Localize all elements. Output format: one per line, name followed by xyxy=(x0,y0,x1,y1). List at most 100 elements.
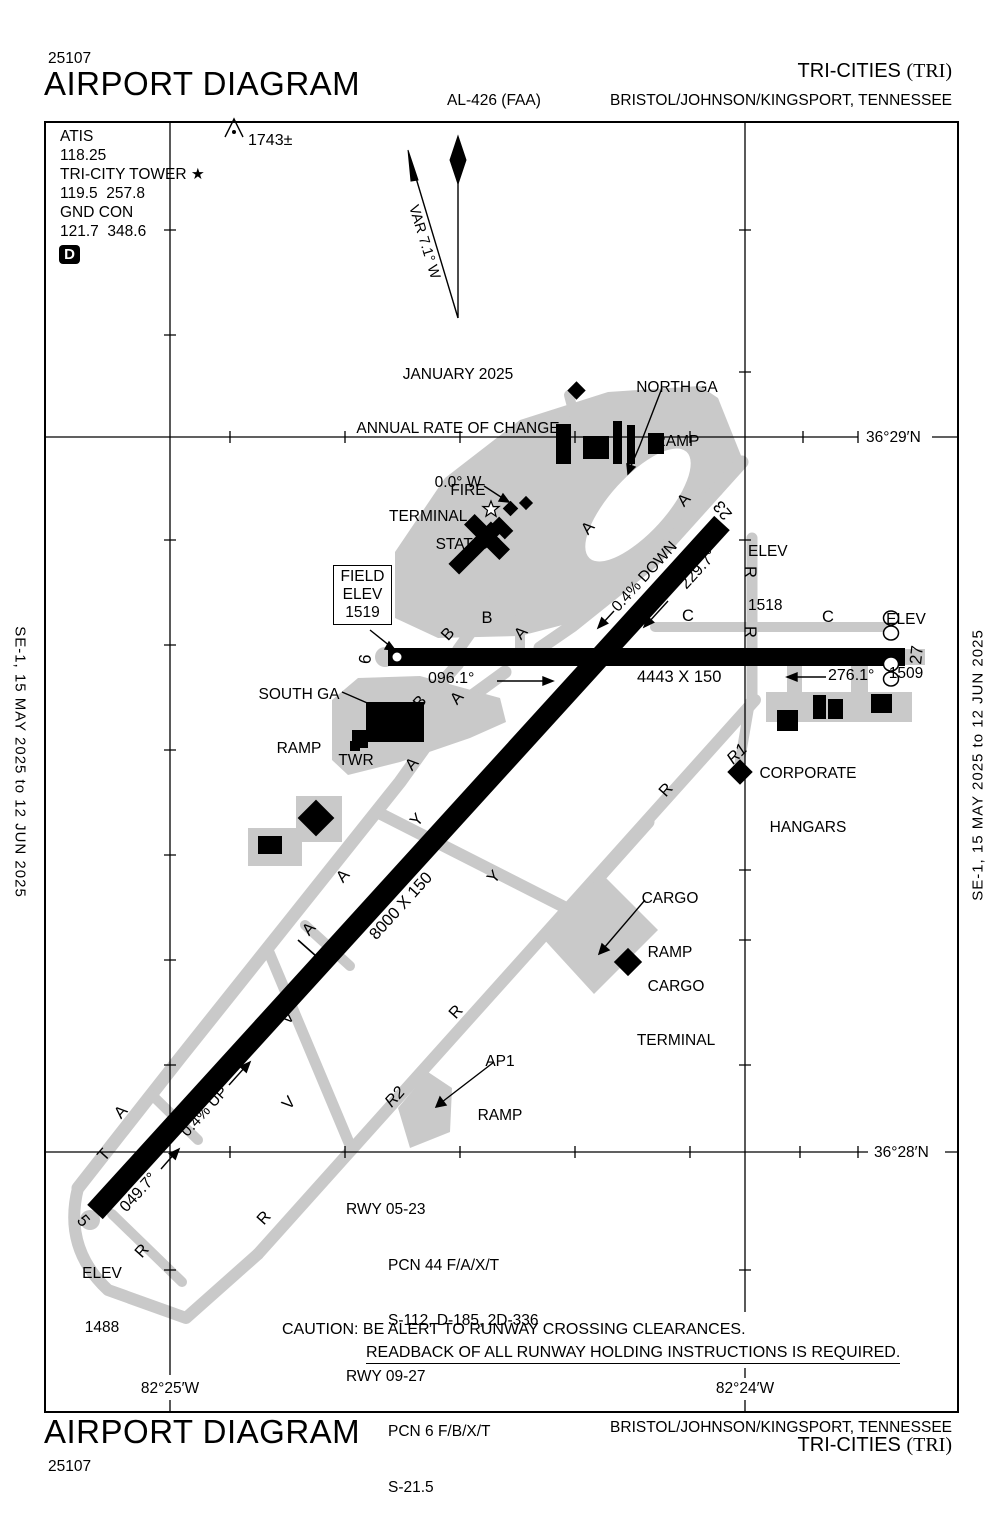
rwy5-cap xyxy=(80,1210,100,1230)
corporate-hangar xyxy=(777,710,798,731)
north-ga-building xyxy=(556,424,571,464)
ground-label: GND CON xyxy=(60,204,134,221)
cargo-terminal-line1: CARGO xyxy=(647,978,705,995)
fire-station-building xyxy=(518,495,534,511)
lat-south-ticks xyxy=(229,1146,859,1158)
north-building-diamond xyxy=(567,381,586,400)
terminal-label: TERMINAL xyxy=(389,508,468,525)
tower-building-label: TWR xyxy=(338,752,374,769)
taxiway-a-north xyxy=(533,455,749,655)
lat-north-ticks xyxy=(229,431,859,443)
taxiway-b-upper xyxy=(452,596,498,656)
graticule xyxy=(45,122,958,1412)
terminal-building-arm xyxy=(464,514,510,560)
terminal-building-pier xyxy=(490,516,514,540)
north-ga-ramp-line1: NORTH GA xyxy=(636,379,718,396)
corporate-hangars-label: CORPORATE HANGARS xyxy=(746,729,870,855)
heading-276-arrow-head xyxy=(785,671,798,683)
rwy23-elev-value: 1518 xyxy=(748,597,783,614)
lon-east-ticks xyxy=(739,229,751,1271)
south-ga-building xyxy=(366,702,424,742)
caution-line2: READBACK OF ALL RUNWAY HOLDING INSTRUCTI… xyxy=(366,1344,901,1364)
atis-label: ATIS xyxy=(60,128,94,145)
apron-infield xyxy=(585,448,691,562)
field-elev-arrow xyxy=(369,629,391,647)
slope-down-arrow-head xyxy=(596,616,609,630)
chart-number-bottom: 25107 xyxy=(48,1458,92,1475)
cargo-terminal-label: CARGO TERMINAL xyxy=(614,942,738,1068)
corporate-line2: HANGARS xyxy=(769,819,847,836)
latitude-label-north: 36°29′N xyxy=(866,429,921,446)
field-elev-value: 1519 xyxy=(345,604,380,621)
heading-096-arrow-head xyxy=(542,675,555,687)
true-north-arrow-head xyxy=(449,134,467,186)
fire-station-label: FIRE STATION xyxy=(408,446,528,572)
rwy0927-pcn: PCN 6 F/B/X/T xyxy=(388,1423,491,1440)
corporate-hangar xyxy=(813,695,826,719)
cargo-connector xyxy=(591,815,655,885)
chart-frame xyxy=(44,121,959,1413)
north-apron-stub xyxy=(564,390,583,435)
south-ga-arrow-head xyxy=(382,706,396,717)
corporate-line1: CORPORATE xyxy=(759,765,857,782)
north-ga-ramp-line2: RAMP xyxy=(654,433,700,450)
taxiway-label-r: R xyxy=(741,626,759,638)
ap1-apron xyxy=(398,1072,452,1148)
leader-arrows xyxy=(160,387,826,1170)
tower-building xyxy=(350,741,360,751)
airport-name-header: TRI-CITIES (TRI) xyxy=(797,60,952,82)
rwy5-elevation: ELEV 1488 xyxy=(70,1229,134,1355)
diagram-d-symbol: D xyxy=(59,245,80,264)
latitude-label-south: 36°28′N xyxy=(874,1144,929,1161)
cargo-apron xyxy=(540,872,658,994)
ground-frequencies: 121.7 348.6 xyxy=(60,223,147,240)
runway-number-9: 9 xyxy=(354,653,375,665)
rwy0927-strength: S-21.5 xyxy=(388,1478,434,1496)
airport-id: (TRI) xyxy=(906,60,952,82)
taxiway-label-r: R xyxy=(741,566,759,578)
cargo-ramp-label: CARGO RAMP xyxy=(618,854,722,980)
rwy9-displaced-threshold-dot xyxy=(392,652,402,662)
rwy0927-title: RWY 09-27 xyxy=(346,1367,426,1385)
field-elev-arrow-head xyxy=(383,640,397,651)
runway-data-block: RWY 05-23 PCN 44 F/A/X/T S-112, D-185, 2… xyxy=(346,1164,539,1516)
ap1-ramp-arrow-head xyxy=(434,1095,448,1108)
rwy27-elevation: ELEV 1509 xyxy=(877,575,935,701)
heading-229-arrow-head xyxy=(642,615,655,629)
ap1-ramp-label: AP1 RAMP xyxy=(448,1017,552,1143)
longitude-label-west: 82°25′W xyxy=(140,1380,200,1397)
variation-date-block: JANUARY 2025 ANNUAL RATE OF CHANGE 0.0° … xyxy=(312,330,604,510)
hold-ellipse xyxy=(882,625,900,641)
corporate-hangar xyxy=(828,699,843,719)
north-ga-building xyxy=(583,436,609,459)
north-ga-building xyxy=(648,433,664,454)
airport-city-footer: BRISTOL/JOHNSON/KINGSPORT, TENNESSEE xyxy=(610,1419,952,1436)
magnetic-north-arrow-barb xyxy=(407,149,419,182)
magnetic-north-arrow-shaft xyxy=(409,157,459,319)
taxiway-loop-sw xyxy=(68,1182,264,1324)
hold-line-mark xyxy=(297,939,317,957)
hold-ellipse xyxy=(882,656,900,672)
corporate-hangar xyxy=(871,694,892,713)
south-ga-arrow xyxy=(341,691,389,713)
elev-label: ELEV xyxy=(82,1265,122,1282)
taxiway-label-c: C xyxy=(682,607,694,625)
airport-name: TRI-CITIES xyxy=(797,60,901,82)
page-title: AIRPORT DIAGRAM xyxy=(44,65,361,102)
north-ga-arrow xyxy=(630,387,663,467)
obstacle-triangle xyxy=(224,117,244,138)
margin-text-right: SE-1, 15 MAY 2025 to 12 JUN 2025 xyxy=(969,629,987,901)
hold-ellipse xyxy=(882,671,900,687)
airport-name-footer: TRI-CITIES (TRI) xyxy=(798,1435,952,1455)
west-building-diamond xyxy=(297,799,335,837)
cargo-ramp-line1: CARGO xyxy=(641,890,699,907)
variation-month: JANUARY 2025 xyxy=(402,366,514,383)
ap1-ramp-arrow xyxy=(441,1061,495,1103)
rwy0927-dimensions: 4443 X 150 xyxy=(637,668,722,686)
south-ga-ramp-label: SOUTH GA RAMP xyxy=(238,650,360,776)
taxiway-label-c: C xyxy=(822,608,834,626)
rwy27-overrun xyxy=(905,649,925,665)
south-ga-ramp-line2: RAMP xyxy=(276,740,322,757)
atis-frequency: 118.25 xyxy=(60,147,107,164)
margin-text-left: SE-1, 15 MAY 2025 to 12 JUN 2025 xyxy=(11,626,29,898)
